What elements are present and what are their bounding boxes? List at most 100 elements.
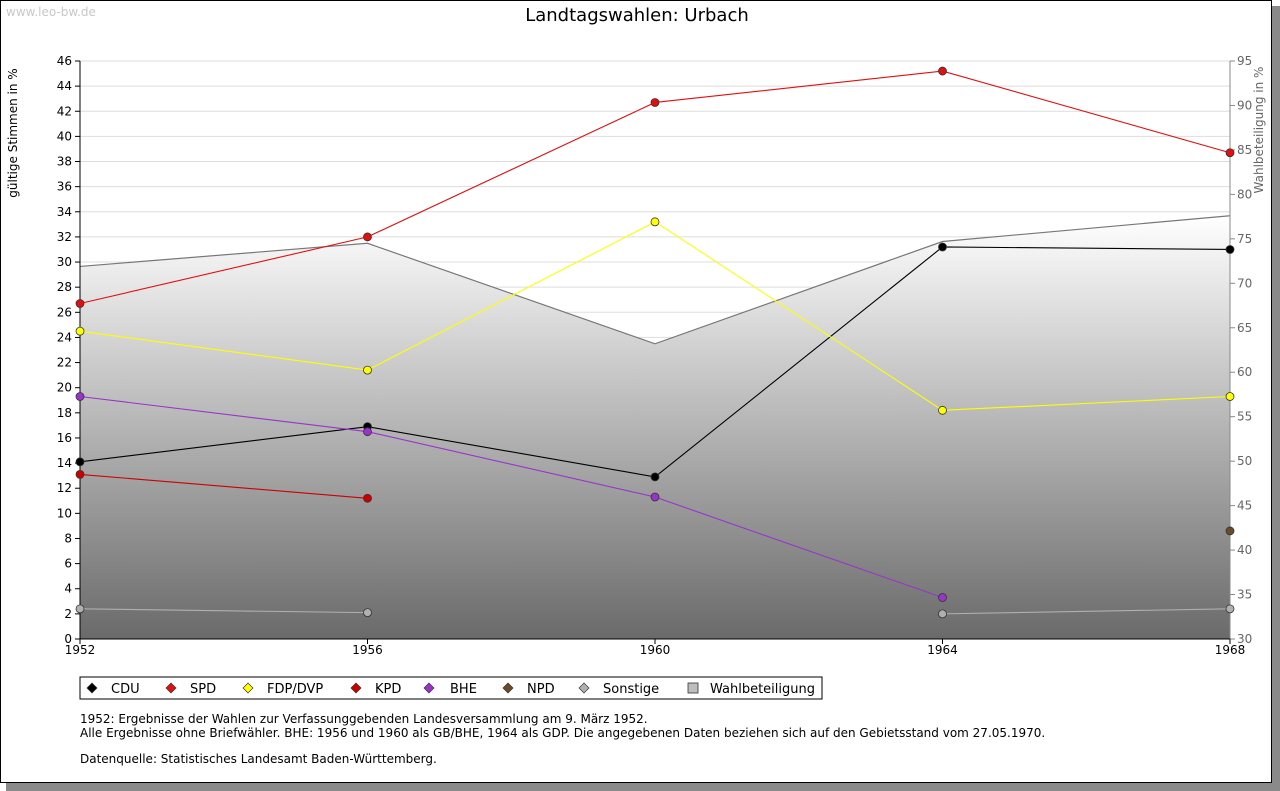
plot-area: 0246810121416182022242628303234363840424…: [57, 54, 1253, 657]
y-tick-label: 16: [57, 431, 72, 445]
data-point-cdu: [1225, 245, 1235, 254]
frame-shadow-right: [1272, 6, 1280, 791]
y-tick-label: 46: [57, 54, 72, 68]
data-point-spd: [75, 299, 85, 308]
frame-shadow-bottom: [6, 783, 1280, 791]
y-tick-label: 4: [64, 582, 72, 596]
y-right-tick-label: 35: [1237, 588, 1252, 602]
data-point-bhe: [938, 593, 947, 602]
data-point-spd: [363, 232, 372, 242]
data-point-cdu: [650, 472, 660, 482]
data-point-cdu: [75, 457, 85, 467]
y-right-tick-label: 55: [1237, 410, 1252, 424]
x-tick-label: 1964: [927, 643, 958, 657]
legend-label-kpd: KPD: [375, 682, 401, 697]
y-right-tick-label: 75: [1237, 232, 1252, 246]
watermark: www.leo-bw.de: [6, 5, 96, 19]
y-right-tick-label: 80: [1237, 187, 1252, 201]
y-axis-label: gültige Stimmen in %: [6, 68, 20, 197]
y-right-tick-label: 90: [1237, 98, 1252, 112]
y-tick-label: 34: [57, 205, 72, 219]
data-point-sonstige: [363, 608, 372, 618]
y-tick-label: 30: [57, 255, 72, 269]
legend-marker-cdu: [86, 682, 98, 694]
chart-title: Landtagswahlen: Urbach: [525, 5, 749, 26]
legend-box: [79, 676, 823, 700]
y-tick-label: 22: [57, 356, 72, 370]
y-tick-label: 10: [57, 506, 72, 520]
data-point-bhe: [363, 427, 372, 437]
legend-marker-npd: [502, 682, 514, 694]
x-tick-label: 1952: [65, 643, 96, 657]
y-tick-label: 8: [64, 531, 72, 545]
y-right-tick-label: 45: [1237, 499, 1252, 513]
y-tick-label: 42: [57, 104, 72, 118]
y-tick-label: 18: [57, 406, 72, 420]
y-tick-label: 12: [57, 481, 72, 495]
y-tick-label: 14: [57, 456, 72, 470]
y-right-tick-label: 85: [1237, 143, 1252, 157]
legend-label-sonstige: Sonstige: [603, 682, 659, 697]
legend-label-fdp-dvp: FDP/DVP: [267, 682, 323, 697]
data-point-spd: [1225, 148, 1235, 158]
x-tick-label: 1968: [1215, 643, 1246, 657]
data-point-fdp-dvp: [938, 405, 947, 415]
data-point-spd: [938, 66, 947, 76]
data-point-sonstige: [938, 609, 947, 619]
data-point-kpd: [75, 469, 85, 479]
y-right-tick-label: 50: [1237, 454, 1252, 468]
y-right-tick-label: 70: [1237, 276, 1252, 290]
series-line-bhe: [79, 395, 943, 599]
data-point-fdp-dvp: [75, 326, 85, 336]
y-tick-label: 44: [57, 79, 72, 93]
legend-marker-fdp-dvp: [242, 682, 254, 694]
series-line-sonstige: [942, 608, 1231, 615]
data-point-bhe: [75, 392, 85, 401]
y-right-tick-label: 30: [1237, 632, 1252, 646]
y-right-tick-label: 65: [1237, 321, 1252, 335]
data-point-kpd: [363, 493, 372, 503]
data-point-fdp-dvp: [363, 365, 372, 375]
turnout-line: [79, 215, 1231, 345]
y-tick-label: 28: [57, 280, 72, 294]
turnout-area: [80, 215, 1230, 640]
y-tick-label: 2: [64, 607, 72, 621]
data-point-bhe: [650, 492, 660, 502]
series-line-kpd: [79, 473, 368, 499]
x-tick-label: 1956: [352, 643, 383, 657]
legend: CDU SPD FDP/DVP KPD BHE NPD Sonstige Wahlbeteil…: [79, 676, 823, 700]
y-tick-label: 40: [57, 129, 72, 143]
x-tick-label: 1960: [640, 643, 671, 657]
data-point-spd: [650, 98, 660, 107]
legend-marker-kpd: [350, 682, 362, 694]
y-tick-label: 38: [57, 155, 72, 169]
data-point-cdu: [938, 242, 947, 252]
data-point-npd: [1225, 526, 1235, 536]
y-tick-label: 20: [57, 381, 72, 395]
legend-marker-sonstige: [578, 682, 590, 694]
data-point-sonstige: [75, 604, 85, 614]
legend-marker-spd: [165, 682, 177, 694]
y-right-tick-label: 95: [1237, 54, 1252, 68]
legend-marker-bhe: [423, 682, 435, 694]
legend-label-bhe: BHE: [450, 682, 477, 697]
legend-label-spd: SPD: [190, 682, 216, 697]
legend-label-cdu: CDU: [111, 682, 140, 697]
y-tick-label: 32: [57, 230, 72, 244]
y-tick-label: 24: [57, 330, 72, 344]
y-right-tick-label: 60: [1237, 365, 1252, 379]
series-line-sonstige: [79, 608, 368, 614]
data-source: Datenquelle: Statistisches Landesamt Bad…: [80, 752, 437, 766]
footnote-1: 1952: Ergebnisse der Wahlen zur Verfassu…: [80, 712, 648, 726]
legend-label-npd: NPD: [527, 682, 555, 697]
footnote-2: Alle Ergebnisse ohne Briefwähler. BHE: 1…: [80, 726, 1046, 740]
y-tick-label: 36: [57, 180, 72, 194]
data-point-fdp-dvp: [650, 217, 660, 227]
y-right-tick-label: 40: [1237, 543, 1252, 557]
legend-label-wahlbeteiligung: Wahlbeteiligung: [710, 682, 815, 697]
y-tick-label: 0: [64, 632, 72, 646]
y-tick-label: 6: [64, 557, 72, 571]
y-axis-right-label: Wahlbeteiligung in %: [1252, 67, 1266, 194]
footnotes: 1952: Ergebnisse der Wahlen zur Verfassu…: [80, 712, 1045, 766]
